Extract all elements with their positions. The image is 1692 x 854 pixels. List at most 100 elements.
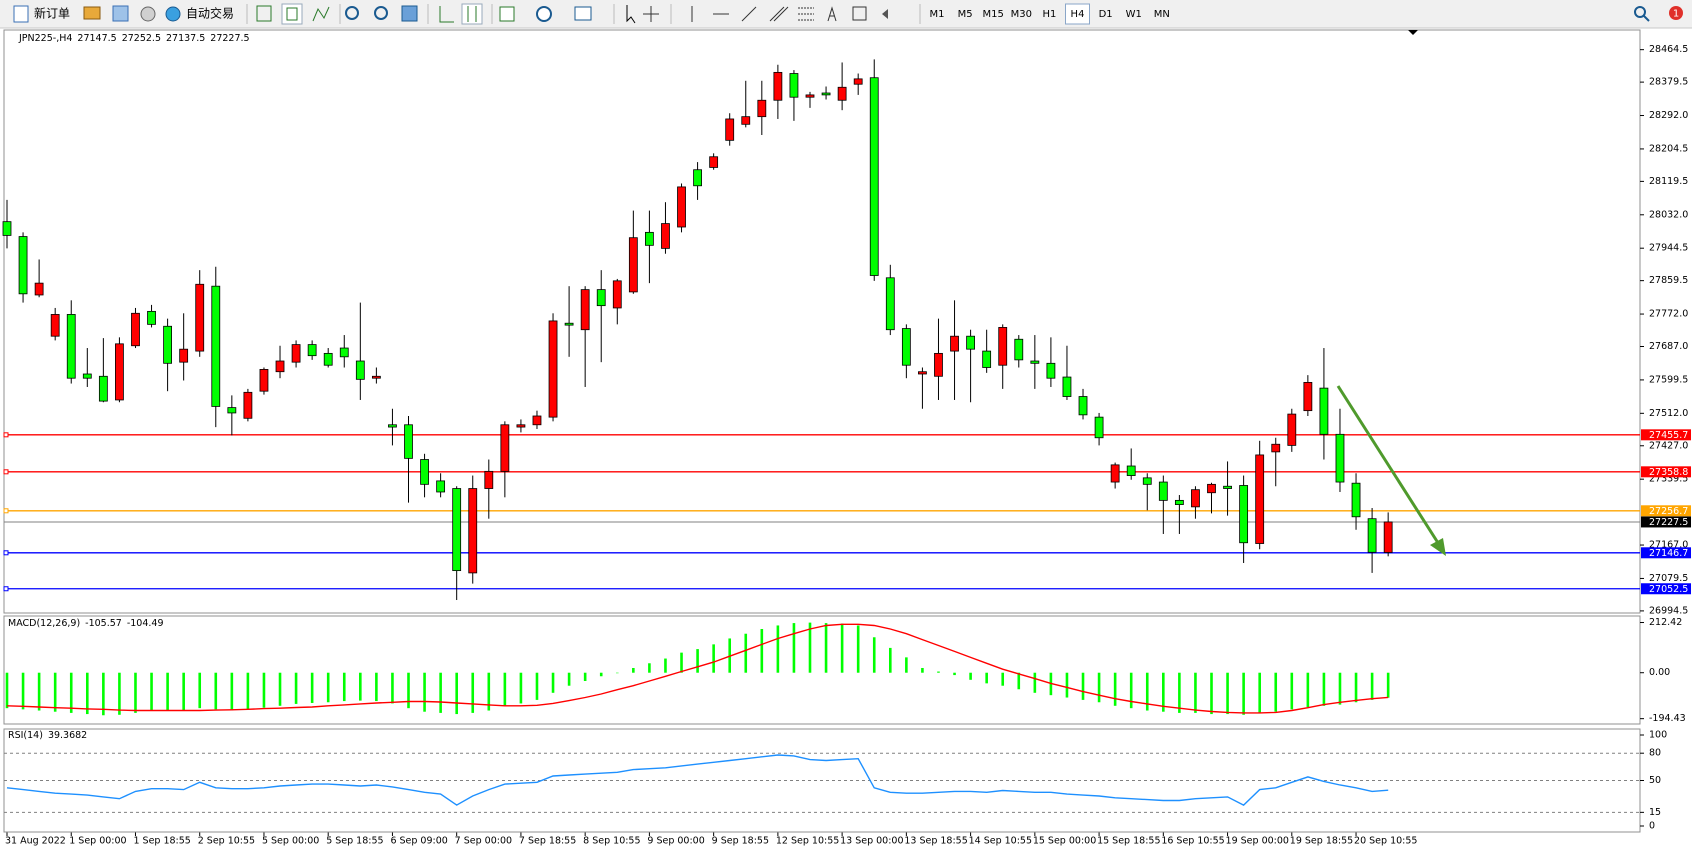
title-value: 27147.5 <box>77 33 116 44</box>
icon <box>439 6 454 23</box>
candle-body <box>468 488 478 574</box>
y-tick-label: 27079.5 <box>1649 573 1688 584</box>
macd-bar <box>824 623 828 673</box>
candle-body <box>420 459 429 485</box>
macd-bar <box>69 672 73 713</box>
macd-bar <box>5 672 9 709</box>
timeframe-button[interactable]: M1 <box>930 9 945 20</box>
candle-body <box>901 328 911 366</box>
candle-body <box>34 282 44 296</box>
notification-count: 1 <box>1673 9 1679 20</box>
x-tick-label: 5 Sep 00:00 <box>262 836 319 847</box>
icon <box>536 6 552 22</box>
title-value: 27227.5 <box>210 33 249 44</box>
timeframe-button[interactable]: M5 <box>958 9 973 20</box>
macd-bar <box>583 672 587 681</box>
y-tick-label: 28379.5 <box>1649 77 1688 88</box>
candle-body <box>918 371 927 375</box>
candle-body <box>339 347 349 358</box>
icon <box>286 7 298 21</box>
y-tick-label: 28032.0 <box>1649 209 1688 220</box>
level-label: 27052.5 <box>1649 584 1688 595</box>
y-tick-label: 27512.0 <box>1649 408 1688 419</box>
macd-bar <box>166 672 169 711</box>
y-tick-label: 27599.5 <box>1649 374 1688 385</box>
candle-body <box>805 94 815 98</box>
crosshair-icon <box>643 6 659 22</box>
macd-bar <box>712 644 715 673</box>
level-handle <box>3 469 9 475</box>
candle-body <box>275 360 285 373</box>
y-tick-label: 50 <box>1649 775 1661 786</box>
annotations <box>1336 30 1446 556</box>
candle-body <box>741 116 751 125</box>
timeframe-bar: M1 M5 M15 M30 H1 H4 D1 W1 MN <box>930 3 1170 25</box>
y-tick-label: 27944.5 <box>1649 243 1688 254</box>
candle-body <box>371 375 381 379</box>
auto-trading-button[interactable]: 自动交易 <box>186 6 234 21</box>
candle-body <box>837 86 847 101</box>
candle-body <box>1030 360 1040 364</box>
timeframe-button[interactable]: H4 <box>1071 9 1085 20</box>
candle-body <box>645 231 654 246</box>
candle-body <box>355 360 365 380</box>
level-label-bg <box>1641 583 1691 595</box>
x-tick-label: 16 Sep 10:55 <box>1161 836 1224 847</box>
candle-body <box>596 289 606 307</box>
macd-bar <box>342 672 346 702</box>
signal-line <box>6 623 1389 714</box>
candle-body <box>966 335 975 350</box>
icon <box>467 6 477 22</box>
macd-bar <box>744 633 748 673</box>
macd-bar <box>53 672 57 712</box>
macd-bar <box>840 623 844 673</box>
candle-body <box>500 424 510 472</box>
timeframe-button[interactable]: M15 <box>983 9 1004 20</box>
search-icon[interactable] <box>1634 6 1646 18</box>
timeframe-button[interactable]: MN <box>1154 9 1170 20</box>
macd-bar <box>1097 672 1101 703</box>
macd-bar <box>1210 672 1213 715</box>
level-label: 27455.7 <box>1649 430 1688 441</box>
level-label-bg <box>1641 505 1691 517</box>
icon <box>83 6 101 20</box>
candle-body <box>1239 485 1249 544</box>
candle-body <box>821 92 831 96</box>
x-tick-label: 5 Sep 18:55 <box>326 836 383 847</box>
candle-body <box>773 71 783 101</box>
x-tick-label: 9 Sep 18:55 <box>712 836 769 847</box>
candle-body <box>1207 483 1216 494</box>
y-tick-label: 27687.0 <box>1649 341 1688 352</box>
timeframe-button[interactable]: M30 <box>1011 9 1032 20</box>
notification-badge[interactable] <box>1669 6 1683 20</box>
macd-bar <box>37 672 41 711</box>
timeframe-button[interactable]: D1 <box>1099 9 1113 20</box>
x-tick-label: 13 Sep 00:00 <box>840 836 903 847</box>
level-label: 27146.7 <box>1649 548 1688 559</box>
macd-bar <box>1017 672 1021 690</box>
macd-bar <box>134 672 137 713</box>
candle-body <box>98 375 108 402</box>
candle-body <box>115 343 124 401</box>
candle-body <box>516 424 526 428</box>
macd-bar <box>985 672 988 684</box>
y-tick-label: 28464.5 <box>1649 44 1688 55</box>
candle-body <box>628 237 638 293</box>
macd-bar <box>86 672 89 715</box>
y-tick-label: 212.42 <box>1649 617 1682 628</box>
timeframe-button[interactable]: W1 <box>1126 9 1142 20</box>
new-order-button[interactable]: 新订单 <box>34 6 70 21</box>
timeframe-button[interactable]: H1 <box>1042 9 1056 20</box>
macd-bar <box>1065 672 1069 698</box>
macd-bar <box>455 672 458 715</box>
new-order-icon <box>13 5 29 23</box>
macd-bar <box>439 672 442 713</box>
icon <box>401 5 418 22</box>
macd-bar <box>632 667 635 673</box>
y-tick-label: 27167.0 <box>1649 540 1688 551</box>
candle-body <box>1351 482 1361 518</box>
candle-body <box>1303 381 1313 412</box>
y-tick-label: -194.43 <box>1649 713 1686 724</box>
level-label: 27358.8 <box>1649 467 1688 478</box>
candle-body <box>1223 485 1232 489</box>
